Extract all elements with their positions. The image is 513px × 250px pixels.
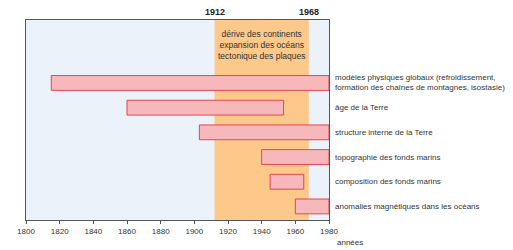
- svg-text:années: années: [337, 238, 363, 247]
- svg-text:1860: 1860: [118, 227, 136, 236]
- svg-text:composition des fonds marins: composition des fonds marins: [335, 177, 441, 186]
- svg-text:modèles physiques globaux (ref: modèles physiques globaux (refroidisseme…: [335, 73, 505, 92]
- svg-text:dérive des continentsexpansion: dérive des continentsexpansion des océan…: [218, 29, 305, 61]
- svg-text:âge de la Terre: âge de la Terre: [335, 103, 389, 112]
- svg-text:1800: 1800: [17, 227, 35, 236]
- svg-text:1880: 1880: [152, 227, 170, 236]
- svg-text:1820: 1820: [51, 227, 69, 236]
- svg-text:1912: 1912: [205, 7, 225, 17]
- svg-text:1960: 1960: [286, 227, 304, 236]
- svg-text:1900: 1900: [185, 227, 203, 236]
- svg-text:1968: 1968: [299, 7, 319, 17]
- svg-text:1940: 1940: [253, 227, 271, 236]
- svg-text:anomalies magnétiques dans les: anomalies magnétiques dans les océans: [335, 202, 480, 211]
- svg-text:1840: 1840: [84, 227, 102, 236]
- svg-text:topographie des fonds marins: topographie des fonds marins: [335, 153, 440, 162]
- svg-text:structure interne de la Terre: structure interne de la Terre: [335, 128, 433, 137]
- svg-text:1980: 1980: [320, 227, 338, 236]
- svg-text:1920: 1920: [219, 227, 237, 236]
